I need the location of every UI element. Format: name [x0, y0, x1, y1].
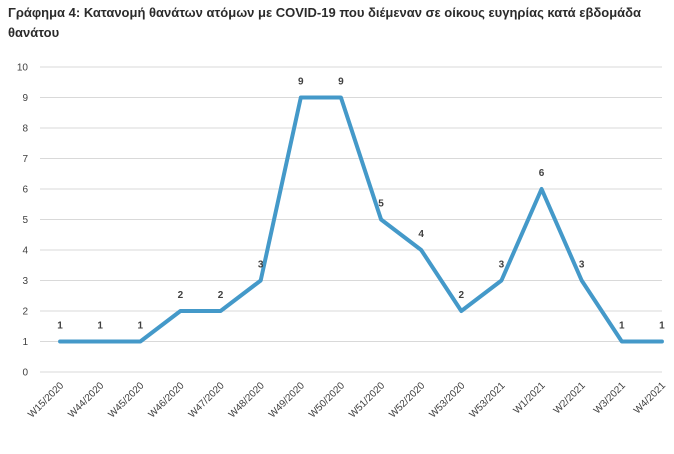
x-tick-label: W50/2020: [307, 380, 347, 420]
y-tick-label: 3: [22, 276, 28, 287]
x-tick-label: W52/2020: [387, 380, 427, 420]
data-label: 3: [499, 260, 505, 271]
gridlines: [40, 66, 662, 373]
series-line: [58, 95, 664, 344]
data-label: 2: [218, 290, 224, 301]
data-label: 5: [378, 199, 384, 210]
y-axis-tick-labels: 0 1 2 3 4 5 6 7 8 9 10: [17, 63, 29, 379]
data-label: 4: [418, 229, 424, 240]
x-tick-label: W15/2020: [26, 380, 66, 420]
x-tick-label: W53/2021: [468, 380, 508, 420]
x-tick-label: W49/2020: [267, 380, 307, 420]
x-tick-label: W4/2021: [632, 380, 668, 416]
data-label: 1: [659, 321, 665, 332]
data-label: 3: [579, 260, 585, 271]
x-tick-label: W47/2020: [187, 380, 227, 420]
data-label: 1: [619, 321, 625, 332]
data-label: 6: [539, 168, 545, 179]
y-tick-label: 2: [22, 307, 28, 318]
x-tick-label: W51/2020: [347, 380, 387, 420]
y-tick-label: 1: [22, 337, 28, 348]
data-label: 2: [178, 290, 184, 301]
data-label: 3: [258, 260, 264, 271]
x-tick-label: W45/2020: [106, 380, 146, 420]
x-tick-label: W2/2021: [552, 380, 588, 416]
x-tick-label: W46/2020: [147, 380, 187, 420]
chart-title: Γράφημα 4: Κατανομή θανάτων ατόμων με CO…: [8, 5, 642, 40]
x-tick-label: W3/2021: [592, 380, 628, 416]
data-label: 9: [298, 77, 304, 88]
y-tick-label: 6: [22, 185, 28, 196]
data-label: 9: [338, 77, 344, 88]
y-tick-label: 10: [17, 63, 29, 74]
x-tick-label: W48/2020: [227, 380, 267, 420]
data-label: 2: [459, 290, 465, 301]
y-tick-label: 0: [22, 368, 28, 379]
data-label: 1: [138, 321, 144, 332]
y-tick-label: 8: [22, 124, 28, 135]
y-tick-label: 7: [22, 154, 28, 165]
y-tick-label: 9: [22, 93, 28, 104]
x-tick-label: W44/2020: [66, 380, 106, 420]
y-tick-label: 4: [22, 246, 28, 257]
y-tick-label: 5: [22, 215, 28, 226]
data-label: 1: [97, 321, 103, 332]
data-labels: 1 1 1 2 2 3 9 9 5 4 2 3 6 3 1 1: [57, 77, 665, 332]
x-axis-tick-labels: W15/2020 W44/2020 W45/2020 W46/2020 W47/2020…: [26, 380, 668, 420]
series-line-group: [58, 95, 664, 344]
x-tick-label: W53/2020: [427, 380, 467, 420]
x-tick-label: W1/2021: [512, 380, 548, 416]
data-label: 1: [57, 321, 63, 332]
